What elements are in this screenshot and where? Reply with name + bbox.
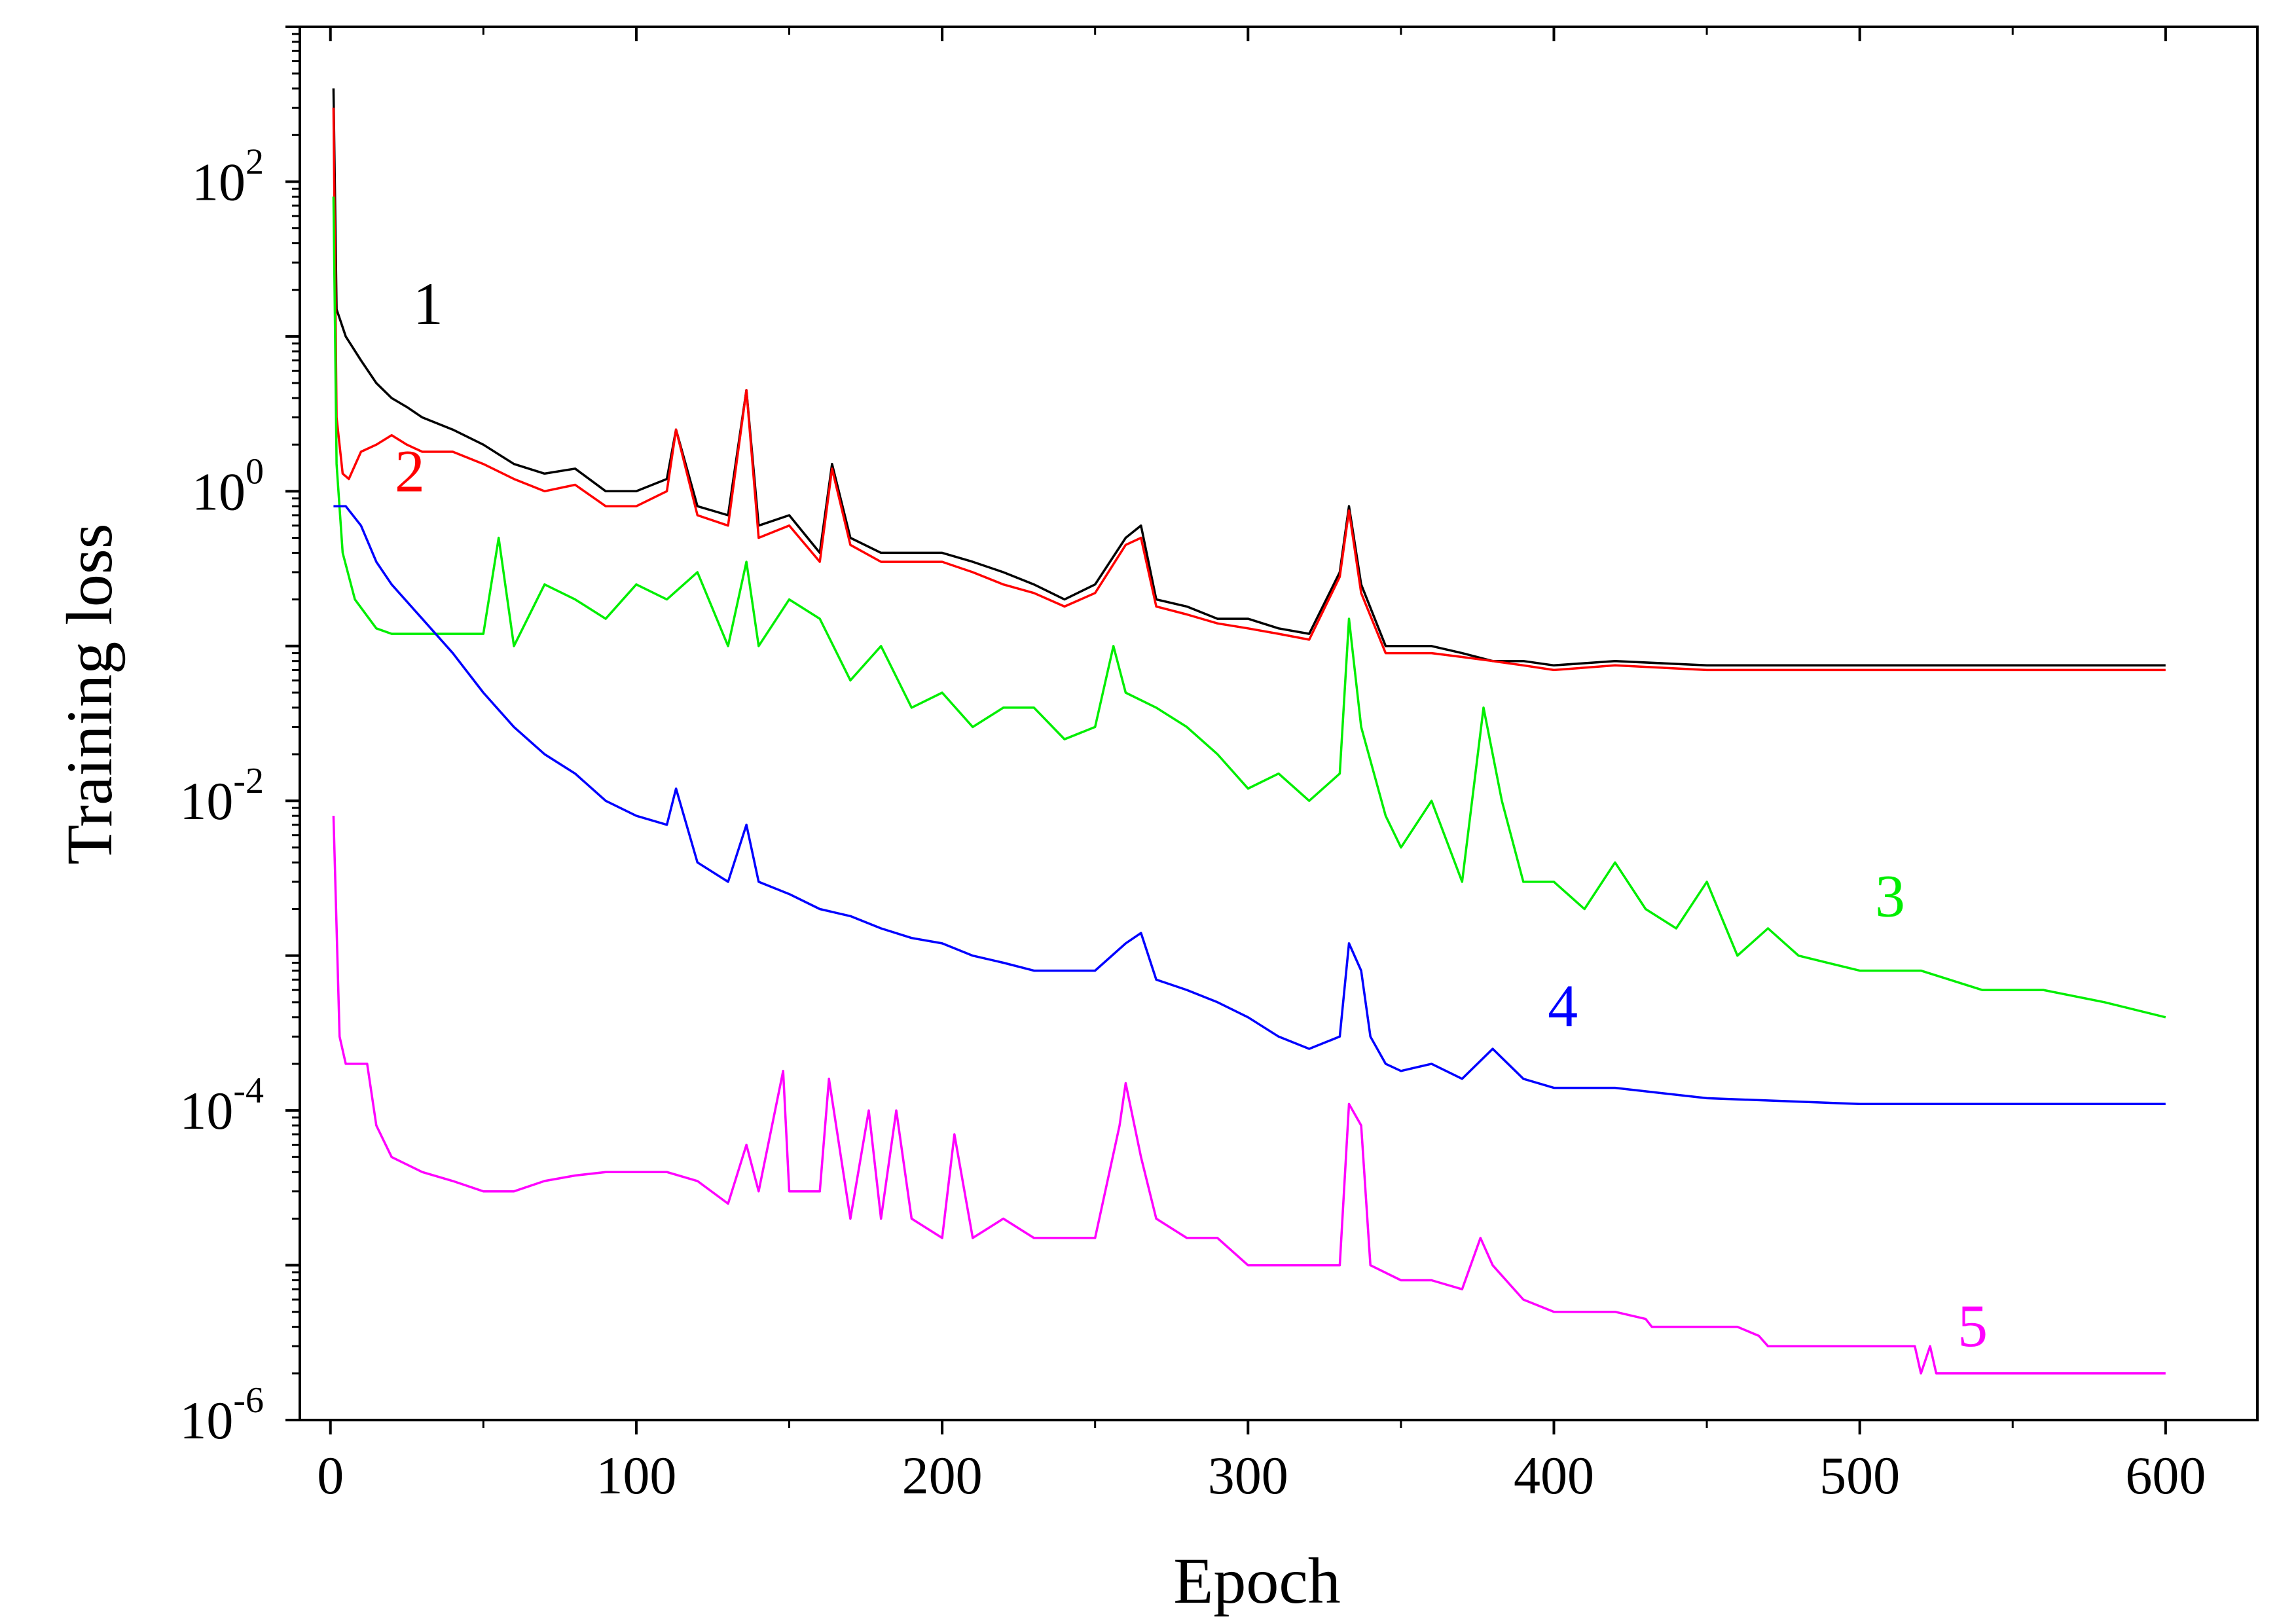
y-tick-exponent: 0: [246, 451, 264, 492]
y-tick-label: 10-4: [179, 1070, 264, 1140]
series-line-4: [333, 505, 2166, 1106]
y-tick-base: 10: [192, 152, 246, 211]
series-line-5: [332, 816, 2166, 1375]
series-label-2: 2: [395, 437, 425, 504]
series-label-5: 5: [1958, 1292, 1988, 1359]
series-line-2: [332, 107, 2166, 672]
x-tick-label: 0: [317, 1446, 344, 1505]
y-tick-base: 10: [192, 462, 246, 521]
y-tick-label: 102: [192, 141, 264, 211]
x-axis-title: Epoch: [1173, 1544, 1340, 1617]
x-tick-label: 600: [2125, 1446, 2206, 1505]
y-axis-title: Training loss: [53, 523, 126, 864]
y-tick-exponent: 2: [246, 141, 264, 182]
y-tick-base: 10: [179, 1081, 233, 1140]
y-tick-exponent: -6: [233, 1380, 264, 1421]
x-tick-label: 100: [596, 1446, 676, 1505]
series-label-4: 4: [1548, 972, 1578, 1039]
x-tick-labels: 0 100 200 300 400 500 600: [317, 1446, 2206, 1505]
y-tick-base: 10: [179, 771, 233, 831]
y-tick-base: 10: [179, 1391, 233, 1450]
plot-frame: [299, 26, 2259, 1421]
series-labels: 1 2 3 4 5: [395, 270, 1988, 1359]
y-tick-label: 10-6: [179, 1380, 264, 1450]
y-tick-exponent: -4: [233, 1070, 264, 1111]
x-tick-label: 500: [1819, 1446, 1900, 1505]
x-tick-label: 300: [1208, 1446, 1288, 1505]
y-tick-exponent: -2: [233, 761, 264, 801]
y-tick-label: 100: [192, 451, 264, 521]
series-label-1: 1: [413, 270, 443, 337]
x-tick-label: 200: [902, 1446, 983, 1505]
y-tick-label: 10-2: [179, 761, 264, 831]
series-line-1: [332, 88, 2166, 667]
series-line-3: [332, 196, 2166, 1019]
axis-ticks: [285, 26, 2167, 1434]
series-label-3: 3: [1875, 862, 1905, 929]
x-tick-label: 400: [1514, 1446, 1594, 1505]
series-lines: [332, 88, 2166, 1375]
